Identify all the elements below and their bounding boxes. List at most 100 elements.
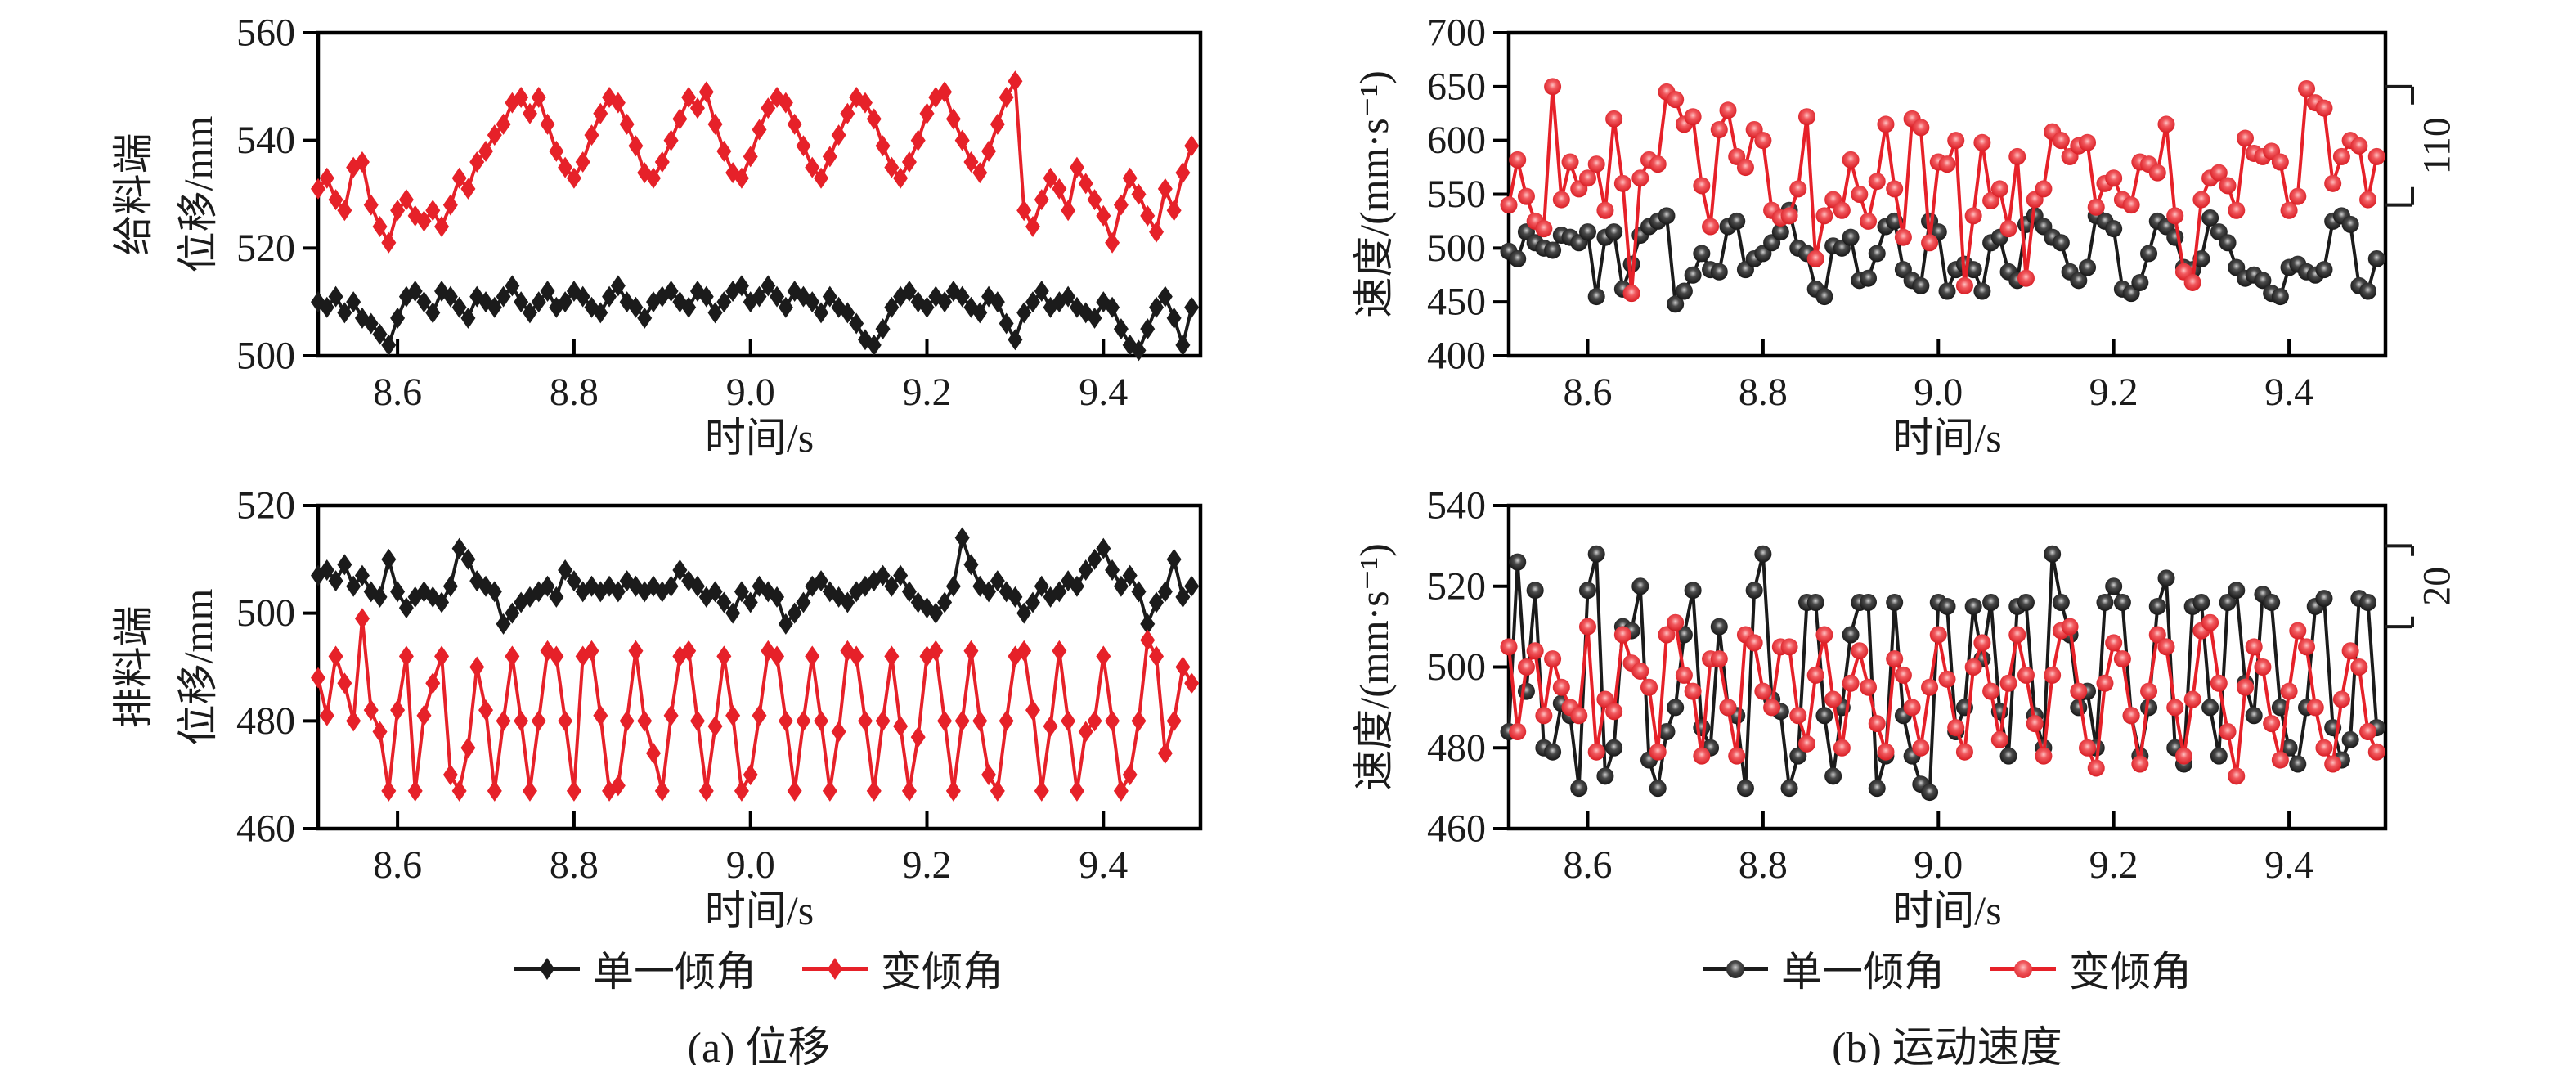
diamond-marker: [531, 291, 546, 313]
diamond-marker: [363, 699, 379, 721]
diamond-marker: [1061, 710, 1076, 732]
sphere-marker: [1535, 220, 1553, 238]
sphere-marker: [2219, 234, 2237, 252]
sphere-marker: [1938, 670, 1956, 688]
sphere-marker: [2140, 245, 2158, 263]
diamond-marker: [1025, 591, 1040, 613]
diamond-marker: [963, 554, 979, 576]
y-tick-label: 700: [1427, 11, 1486, 55]
sphere-marker: [1999, 220, 2017, 238]
y-tick-label: 460: [1427, 807, 1486, 851]
diamond-marker: [1025, 699, 1040, 721]
sphere-marker: [1964, 597, 1982, 615]
diamond-marker: [337, 302, 352, 324]
diamond-marker: [752, 704, 767, 726]
diamond-marker: [716, 140, 732, 162]
sphere-marker: [2236, 129, 2254, 147]
sphere-marker: [1526, 582, 1544, 600]
sphere-marker: [2254, 658, 2272, 676]
diamond-marker: [743, 146, 758, 168]
sphere-marker: [1736, 159, 1754, 177]
diamond-marker: [778, 296, 793, 318]
chart-feed-displacement: 500 520 540 560 8.6 8.8 9.0 9.2 9.4 时间/s 给料端 位移/mm: [110, 11, 1203, 461]
diamond-marker: [884, 156, 900, 178]
diamond-marker: [1087, 710, 1102, 732]
sphere-marker: [2289, 187, 2307, 205]
sphere-marker: [2228, 767, 2246, 785]
sphere-marker: [2105, 220, 2123, 238]
legend-marker-black-sphere: [1703, 956, 1768, 981]
sphere-marker: [1596, 767, 1614, 785]
diamond-marker: [1061, 200, 1076, 222]
diamond-marker: [460, 548, 476, 570]
diamond-marker: [390, 307, 406, 329]
sphere-marker: [2052, 132, 2070, 150]
sphere-marker: [1728, 747, 1746, 765]
sphere-marker: [2008, 147, 2026, 165]
sphere-marker: [1938, 597, 1956, 615]
diamond-marker: [787, 602, 802, 624]
diamond-marker: [487, 124, 502, 146]
y-axis-title: 排料端: [110, 606, 156, 729]
diamond-icon: [540, 958, 554, 980]
sphere-marker: [2122, 707, 2140, 725]
sphere-marker: [2341, 730, 2359, 748]
diamond-marker: [945, 575, 961, 597]
diamond-marker: [328, 570, 343, 592]
diamond-marker: [901, 780, 917, 802]
diamond-marker: [945, 780, 961, 802]
sphere-marker: [2324, 755, 2342, 773]
diamond-marker: [354, 608, 370, 630]
diamond-marker: [814, 302, 829, 324]
sphere-marker: [2026, 715, 2044, 733]
diamond-marker: [469, 656, 485, 678]
diamond-marker: [1061, 285, 1076, 308]
sphere-marker: [1710, 263, 1728, 281]
sphere-marker: [1921, 784, 1939, 802]
diamond-marker: [610, 775, 626, 797]
sphere-marker: [2315, 739, 2333, 757]
diamond-marker: [1149, 591, 1165, 613]
diamond-marker: [910, 129, 926, 151]
diamond-marker: [311, 667, 325, 689]
diamond-marker: [822, 780, 837, 802]
sphere-marker: [2210, 674, 2228, 692]
diamond-marker: [999, 87, 1014, 108]
sphere-marker: [2271, 699, 2289, 717]
sphere-marker: [1552, 678, 1570, 696]
diamond-marker: [575, 285, 590, 308]
sphere-marker: [1886, 180, 1904, 198]
sphere-marker: [1578, 223, 1596, 241]
diamond-marker: [1008, 329, 1023, 351]
diamond-marker: [1157, 581, 1173, 603]
sphere-marker: [1710, 121, 1728, 138]
sphere-marker: [2315, 99, 2333, 117]
series-red: [1500, 78, 2385, 303]
diamond-marker: [831, 721, 846, 743]
sphere-marker: [1780, 638, 1798, 656]
sphere-marker: [2008, 626, 2026, 644]
diamond-marker: [814, 710, 829, 732]
diamond-marker: [1016, 602, 1032, 624]
legend-marker-black-diamond: [514, 956, 580, 981]
legend-label: 单一倾角: [1781, 949, 1945, 995]
sphere-marker: [2148, 597, 2166, 615]
sphere-marker: [2131, 273, 2149, 291]
diamond-marker: [1157, 178, 1173, 200]
sphere-icon: [1726, 960, 1744, 978]
legend-marker-red-sphere: [1990, 956, 2056, 981]
sphere-marker: [1613, 626, 1631, 644]
diamond-marker: [460, 307, 476, 329]
diamond-marker: [593, 102, 608, 124]
sphere-marker: [1667, 295, 1685, 313]
diamond-marker: [972, 710, 988, 732]
sphere-marker: [2359, 282, 2377, 300]
diamond-marker: [311, 178, 325, 200]
diamond-marker: [981, 581, 997, 603]
diamond-marker: [1052, 178, 1067, 200]
diamond-marker: [831, 586, 846, 608]
diamond-marker: [734, 275, 749, 297]
diamond-marker: [1008, 70, 1023, 92]
diamond-marker: [346, 710, 361, 732]
sphere-marker: [1860, 212, 1878, 230]
